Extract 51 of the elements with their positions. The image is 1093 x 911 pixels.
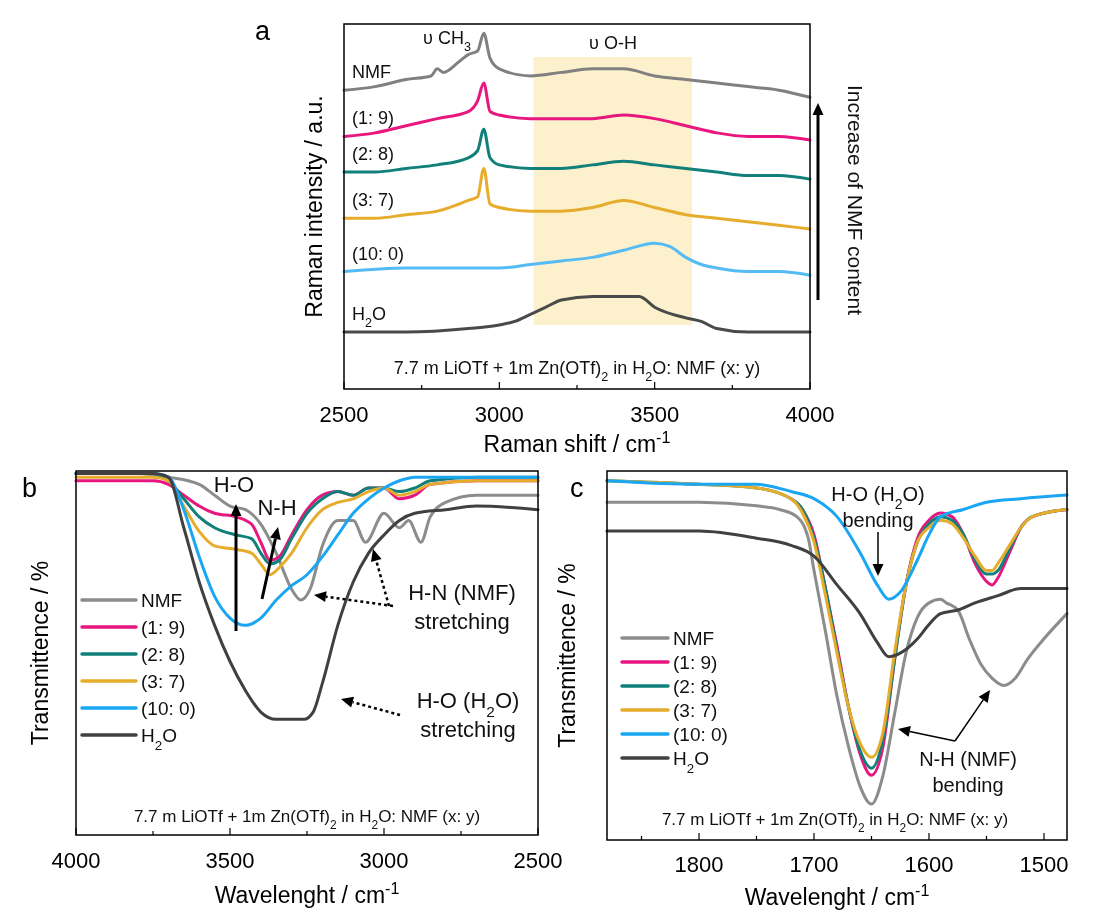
series-label: (10: 0) (352, 243, 405, 264)
chart-title: c (570, 473, 584, 503)
y-axis-title: Transmittence / % (27, 560, 53, 746)
x-tick-label: 1600 (904, 852, 954, 877)
x-tick-label: 3000 (474, 402, 524, 427)
annotation: υ CH$_{3}$ (423, 28, 471, 54)
x-tick-label: 2500 (319, 402, 369, 427)
legend-label: H$_{2}$O (141, 725, 177, 753)
x-axis-title: Wavelenght / cm$^{-1}$ (744, 881, 930, 910)
annotation: H-N (NMF) stretching (408, 580, 516, 634)
legend-label: (10: 0) (141, 698, 196, 719)
legend-label: (3: 7) (141, 671, 186, 692)
annotation: N-H (NMF) bending (919, 748, 1017, 796)
series-label: (2: 8) (352, 143, 395, 164)
annotation: N-H (257, 495, 297, 520)
x-axis-title: Raman shift / cm$^{-1}$ (483, 428, 671, 457)
annotation: H-O (213, 472, 255, 497)
y-axis-title: Raman intensity / a.u. (301, 95, 327, 318)
series-label: (3: 7) (352, 190, 395, 211)
x-tick-label: 1800 (674, 852, 724, 877)
legend-label: NMF (673, 628, 715, 649)
x-tick-label: 4000 (785, 402, 835, 427)
x-tick-label: 3500 (630, 402, 680, 427)
chart-title: b (22, 473, 38, 503)
annotation: 7.7 m LiOTf + 1m Zn(OTf)$_{2}$ in H$_{2}$O: NMF (x: y) (661, 810, 1009, 835)
legend-label: H$_{2}$O (673, 748, 709, 776)
legend-label: (3: 7) (673, 700, 718, 721)
x-tick-label: 2500 (513, 848, 563, 873)
text: Increase of NMF content (844, 85, 867, 316)
annotation: 7.7 m LiOTf + 1m Zn(OTf)$_{2}$ in H$_{2}$O: NMF (x: y) (393, 358, 761, 384)
annotation: H-O (H$_{2}$O) stretching (416, 688, 520, 742)
annotation: H-O (H$_{2}$O) bending (831, 483, 925, 531)
x-tick-label: 3500 (205, 848, 255, 873)
series-label: NMF (352, 62, 391, 83)
legend-label: (2: 8) (141, 644, 186, 665)
chart-title: a (255, 16, 271, 46)
legend-label: (2: 8) (673, 676, 718, 697)
x-axis-title: Wavelenght / cm$^{-1}$ (214, 879, 400, 908)
series-label: (1: 9) (352, 108, 395, 129)
legend-label: (1: 9) (673, 652, 718, 673)
legend-label: NMF (141, 590, 183, 611)
y-axis-title: Transmittence / % (554, 563, 580, 748)
legend-label: (1: 9) (141, 617, 186, 638)
x-tick-label: 1700 (789, 852, 839, 877)
annotation: υ O-H (589, 33, 637, 53)
annotation: 7.7 m LiOTf + 1m Zn(OTf)$_{2}$ in H$_{2}$O: NMF (x: y) (133, 807, 481, 832)
x-tick-label: 4000 (51, 848, 101, 873)
x-tick-label: 1500 (1019, 852, 1069, 877)
series-label: H$_{2}$O (352, 304, 387, 331)
x-tick-label: 3000 (359, 848, 409, 873)
legend-label: (10: 0) (673, 724, 728, 745)
